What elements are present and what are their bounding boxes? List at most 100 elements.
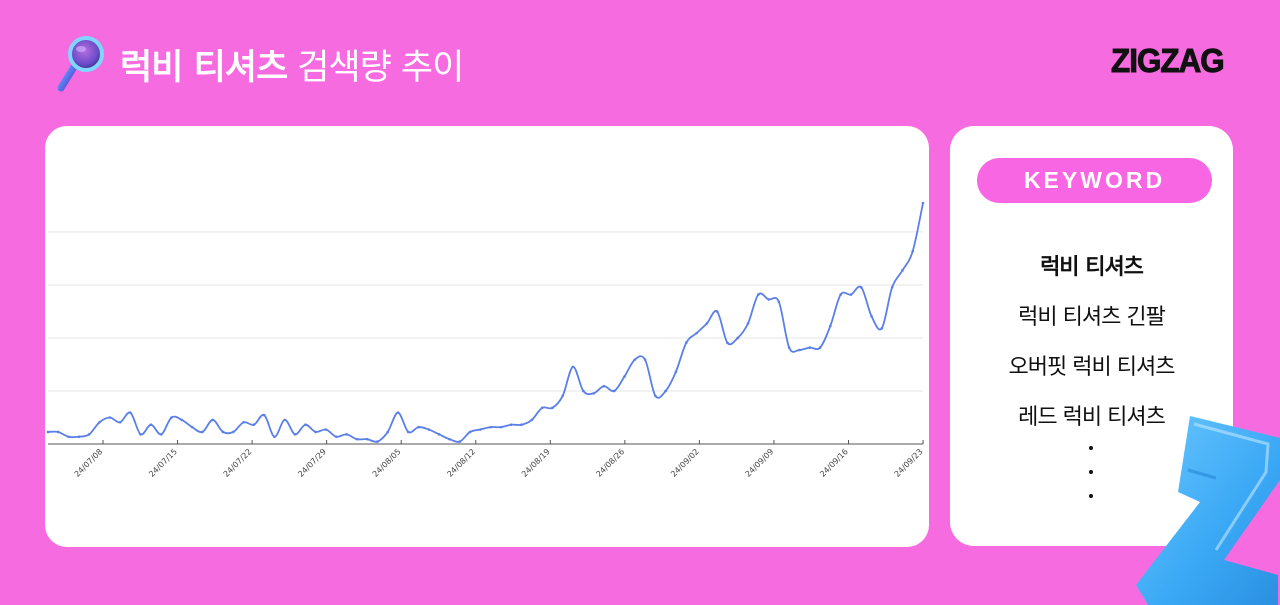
x-tick-label: 24/09/09 xyxy=(744,447,776,479)
more-keywords-ellipsis-icon xyxy=(1086,446,1096,518)
data-point xyxy=(365,437,369,441)
data-point xyxy=(46,430,50,434)
zigzag-z-decoration-icon xyxy=(1136,416,1280,605)
chart-card: 24/07/08 24/07/15 24/07/22 24/07/29 24/08/05… xyxy=(45,126,929,547)
data-point xyxy=(262,413,266,417)
data-point xyxy=(87,433,91,436)
data-point xyxy=(304,423,307,427)
data-point xyxy=(818,346,822,349)
data-point xyxy=(602,384,606,388)
data-point xyxy=(561,394,565,398)
data-point xyxy=(231,430,235,434)
data-point xyxy=(406,430,410,434)
data-point xyxy=(767,298,770,301)
title-keyword: 럭비 티셔츠 xyxy=(120,47,288,88)
data-point xyxy=(890,286,894,289)
data-point xyxy=(530,418,534,422)
data-point xyxy=(190,425,194,429)
data-point xyxy=(386,430,390,434)
data-point xyxy=(808,346,812,349)
keyword-badge: KEYWORD xyxy=(977,158,1212,203)
data-point xyxy=(571,365,575,369)
data-point xyxy=(592,392,595,395)
x-tick-label: 24/09/23 xyxy=(893,447,925,479)
page-header: 럭비 티셔츠 검색량 추이 xyxy=(52,34,464,94)
data-point xyxy=(345,433,348,436)
data-point xyxy=(695,331,698,335)
data-point xyxy=(623,375,626,378)
data-point xyxy=(314,430,317,434)
data-point xyxy=(396,411,400,414)
data-point xyxy=(654,394,657,398)
data-point xyxy=(643,358,647,361)
data-point xyxy=(839,293,842,296)
data-point xyxy=(293,433,297,436)
data-point xyxy=(756,293,760,296)
data-point xyxy=(705,322,709,325)
series-line xyxy=(47,202,924,443)
data-point xyxy=(870,314,873,318)
data-point xyxy=(581,389,585,393)
data-point xyxy=(736,336,740,340)
keyword-item[interactable]: 럭비 티셔츠 xyxy=(1040,255,1144,280)
data-point xyxy=(448,437,451,441)
x-tick-label: 24/07/08 xyxy=(73,447,105,479)
data-point xyxy=(684,341,688,345)
keyword-item[interactable]: 레드 럭비 티셔츠 xyxy=(1018,405,1166,430)
x-tick-label: 24/07/15 xyxy=(147,447,179,479)
keyword-item[interactable]: 럭비 티셔츠 긴팔 xyxy=(1018,305,1166,330)
data-point xyxy=(829,324,832,328)
data-point xyxy=(489,425,492,429)
data-point xyxy=(479,428,482,431)
data-point xyxy=(334,435,338,439)
data-point xyxy=(437,433,441,436)
keyword-list: 럭비 티셔츠 럭비 티셔츠 긴팔 오버핏 럭비 티셔츠 레드 럭비 티셔츠 xyxy=(950,250,1233,450)
data-point xyxy=(674,370,678,373)
search-volume-line-chart: 24/07/08 24/07/15 24/07/22 24/07/29 24/08/05… xyxy=(46,201,925,479)
x-tick-label: 24/07/22 xyxy=(222,447,254,479)
data-point xyxy=(252,423,256,427)
data-point xyxy=(849,293,853,296)
data-point xyxy=(859,286,863,289)
x-tick-label: 24/08/26 xyxy=(594,447,626,479)
data-point xyxy=(77,435,81,439)
x-tick-label: 24/07/29 xyxy=(296,447,328,479)
data-point xyxy=(283,418,287,422)
data-point xyxy=(726,341,729,345)
data-point xyxy=(417,425,420,429)
data-point xyxy=(355,437,359,441)
data-point xyxy=(98,421,101,424)
data-point xyxy=(509,423,513,427)
data-point xyxy=(324,428,328,431)
data-point xyxy=(139,433,142,436)
data-point xyxy=(520,423,523,427)
data-point xyxy=(129,411,132,414)
data-point xyxy=(170,416,173,419)
data-point xyxy=(149,423,153,427)
title-suffix: 검색량 추이 xyxy=(297,47,464,88)
data-point xyxy=(56,430,60,434)
data-point xyxy=(540,406,544,410)
data-point xyxy=(787,346,791,349)
data-point xyxy=(242,421,245,424)
data-point xyxy=(468,430,472,434)
data-point xyxy=(118,421,122,424)
keyword-item[interactable]: 오버핏 럭비 티셔츠 xyxy=(1008,355,1176,380)
x-tick-label: 24/08/19 xyxy=(520,447,552,479)
data-point xyxy=(376,440,379,443)
x-tick-label: 24/09/02 xyxy=(669,447,701,479)
data-point xyxy=(901,269,904,272)
data-point xyxy=(427,428,431,431)
magnifier-icon xyxy=(57,36,104,92)
data-point xyxy=(273,435,276,439)
x-tick-label: 24/08/12 xyxy=(445,447,477,479)
data-point xyxy=(201,430,204,434)
data-point xyxy=(67,435,70,439)
data-point xyxy=(612,389,616,393)
data-point xyxy=(921,201,925,205)
data-point xyxy=(499,425,503,429)
keyword-panel: KEYWORD 럭비 티셔츠 럭비 티셔츠 긴팔 오버핏 럭비 티셔츠 레드 럭… xyxy=(950,126,1233,546)
data-point xyxy=(911,249,915,253)
data-point xyxy=(551,406,554,410)
zigzag-logo: ZIGZAG xyxy=(1111,42,1226,80)
